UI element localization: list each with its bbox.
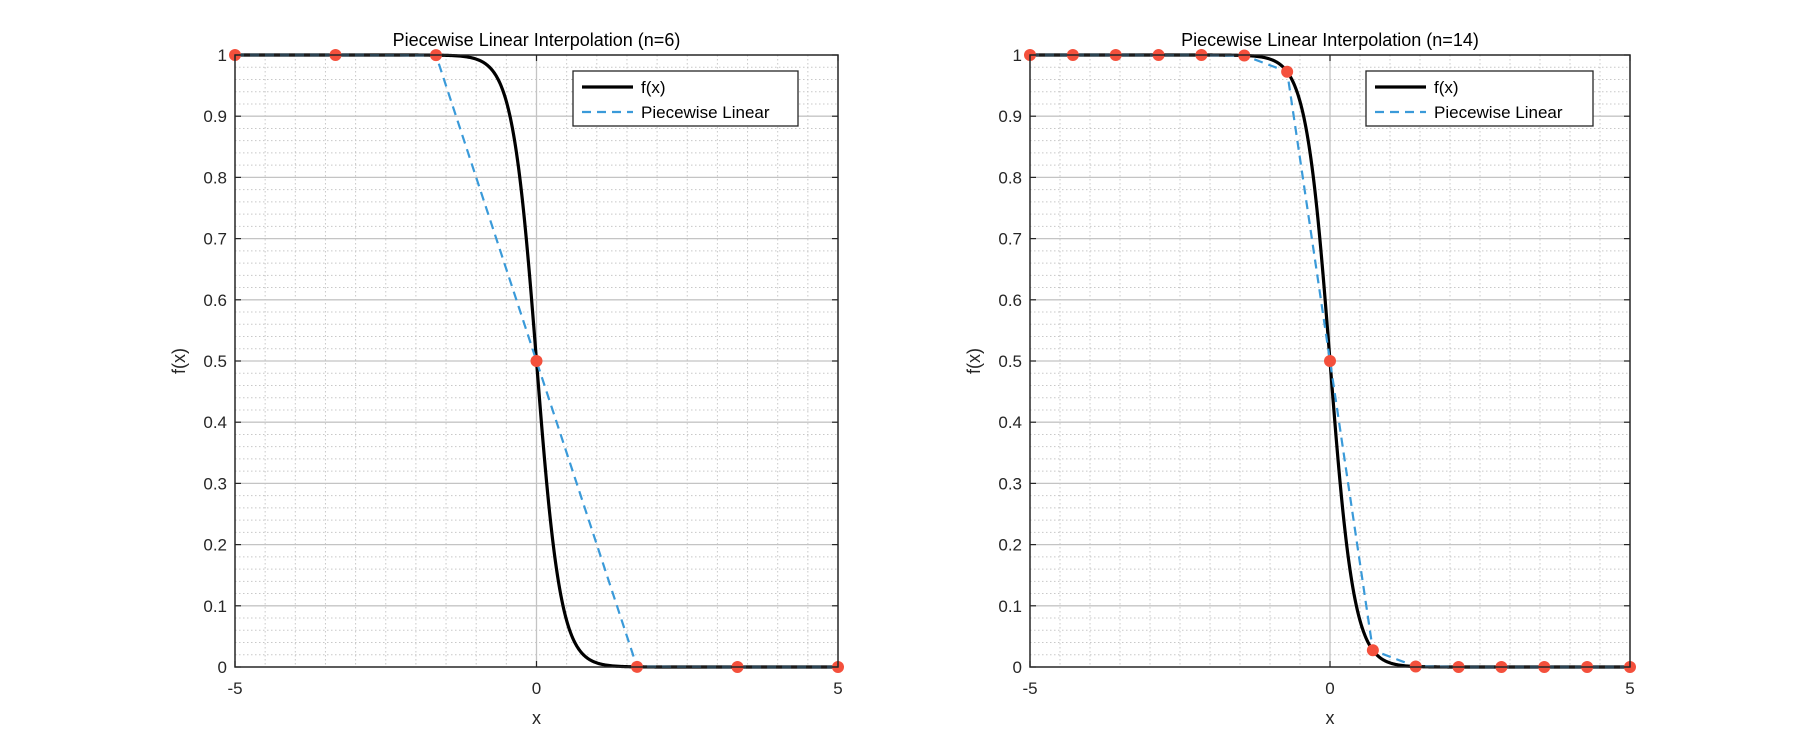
ticks: 00.10.20.30.40.50.60.70.80.91-5 0 5 bbox=[998, 46, 1634, 698]
y-tick-label: 0 bbox=[218, 658, 227, 677]
y-tick-label: 1 bbox=[1013, 46, 1022, 65]
data-point bbox=[1281, 65, 1294, 78]
y-tick-label: 0.9 bbox=[998, 107, 1022, 126]
y-tick-label: 0.7 bbox=[998, 230, 1022, 249]
y-tick-label: 0.1 bbox=[998, 597, 1022, 616]
data-point bbox=[1366, 644, 1379, 657]
legend: f(x) Piecewise Linear bbox=[572, 70, 799, 127]
legend-box bbox=[1365, 70, 1594, 127]
legend-label-fx: f(x) bbox=[641, 78, 666, 97]
x-tick-label: 5 bbox=[1625, 679, 1634, 698]
y-axis-label: f(x) bbox=[964, 348, 984, 374]
y-tick-label: 0.2 bbox=[203, 536, 227, 555]
y-tick-label: 0.2 bbox=[998, 536, 1022, 555]
y-tick-label: 1 bbox=[218, 46, 227, 65]
legend-label-piecewise: Piecewise Linear bbox=[641, 103, 770, 122]
y-tick-label: 0.7 bbox=[203, 230, 227, 249]
y-tick-label: 0.6 bbox=[998, 291, 1022, 310]
x-tick-label: 0 bbox=[532, 679, 541, 698]
x-tick-label: 0 bbox=[1325, 679, 1334, 698]
legend-box bbox=[572, 70, 799, 127]
y-tick-label: 0.3 bbox=[998, 474, 1022, 493]
chart-n6: 00.10.20.30.40.50.60.70.80.91-5 0 5xf(x)Pi… bbox=[169, 30, 844, 728]
legend-label-fx: f(x) bbox=[1434, 78, 1459, 97]
y-tick-label: 0.3 bbox=[203, 474, 227, 493]
y-tick-label: 0.4 bbox=[998, 413, 1022, 432]
x-axis-label: x bbox=[532, 708, 541, 728]
data-point bbox=[1324, 355, 1336, 367]
legend: f(x) Piecewise Linear bbox=[1365, 70, 1594, 127]
data-point bbox=[530, 355, 543, 367]
x-tick-label: -5 bbox=[227, 679, 242, 698]
x-tick-label: -5 bbox=[1022, 679, 1037, 698]
y-tick-label: 0.8 bbox=[998, 168, 1022, 187]
interpolation-nodes bbox=[1024, 49, 1636, 673]
y-tick-label: 0.8 bbox=[203, 168, 227, 187]
y-tick-label: 0 bbox=[1013, 658, 1022, 677]
y-tick-label: 0.9 bbox=[203, 107, 227, 126]
ticks: 00.10.20.30.40.50.60.70.80.91-5 0 5 bbox=[203, 46, 842, 698]
legend-label-piecewise: Piecewise Linear bbox=[1434, 103, 1563, 122]
y-tick-label: 0.4 bbox=[203, 413, 227, 432]
y-tick-label: 0.5 bbox=[998, 352, 1022, 371]
chart-n14: 00.10.20.30.40.50.60.70.80.91-5 0 5xf(x)Pi… bbox=[964, 30, 1636, 728]
chart-title: Piecewise Linear Interpolation (n=14) bbox=[1181, 30, 1479, 50]
x-axis-label: x bbox=[1326, 708, 1335, 728]
y-tick-label: 0.6 bbox=[203, 291, 227, 310]
y-tick-label: 0.1 bbox=[203, 597, 227, 616]
chart-title: Piecewise Linear Interpolation (n=6) bbox=[393, 30, 681, 50]
y-tick-label: 0.5 bbox=[203, 352, 227, 371]
y-axis-label: f(x) bbox=[169, 348, 189, 374]
x-tick-label: 5 bbox=[833, 679, 842, 698]
